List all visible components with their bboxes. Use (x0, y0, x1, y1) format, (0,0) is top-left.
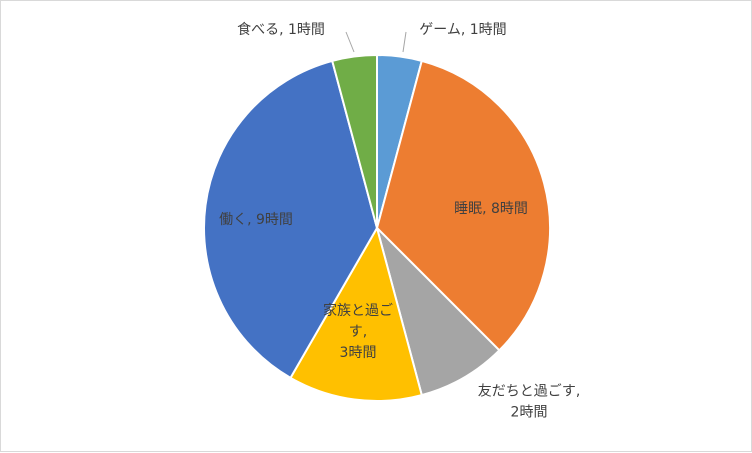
pie-slice-3 (375, 224, 501, 397)
data-label-6: 食べる, 1時間 (237, 21, 325, 38)
pie-slice-6 (330, 53, 378, 229)
data-label-2: 睡眠, 8時間 (454, 201, 528, 217)
data-label-3: 友だちと過ごす, 2時間 (478, 384, 581, 421)
leader-line-1 (402, 31, 407, 53)
pie-slice-2 (375, 59, 551, 352)
pie-slice-4 (289, 225, 424, 402)
data-label-1: ゲーム, 1時間 (419, 22, 506, 38)
data-label-4: 家族と過ごす, 3時間 (323, 302, 393, 361)
pie-slice-5 (203, 59, 379, 380)
leader-line-6 (345, 31, 355, 53)
data-label-5: 働く, 9時間 (219, 212, 293, 228)
